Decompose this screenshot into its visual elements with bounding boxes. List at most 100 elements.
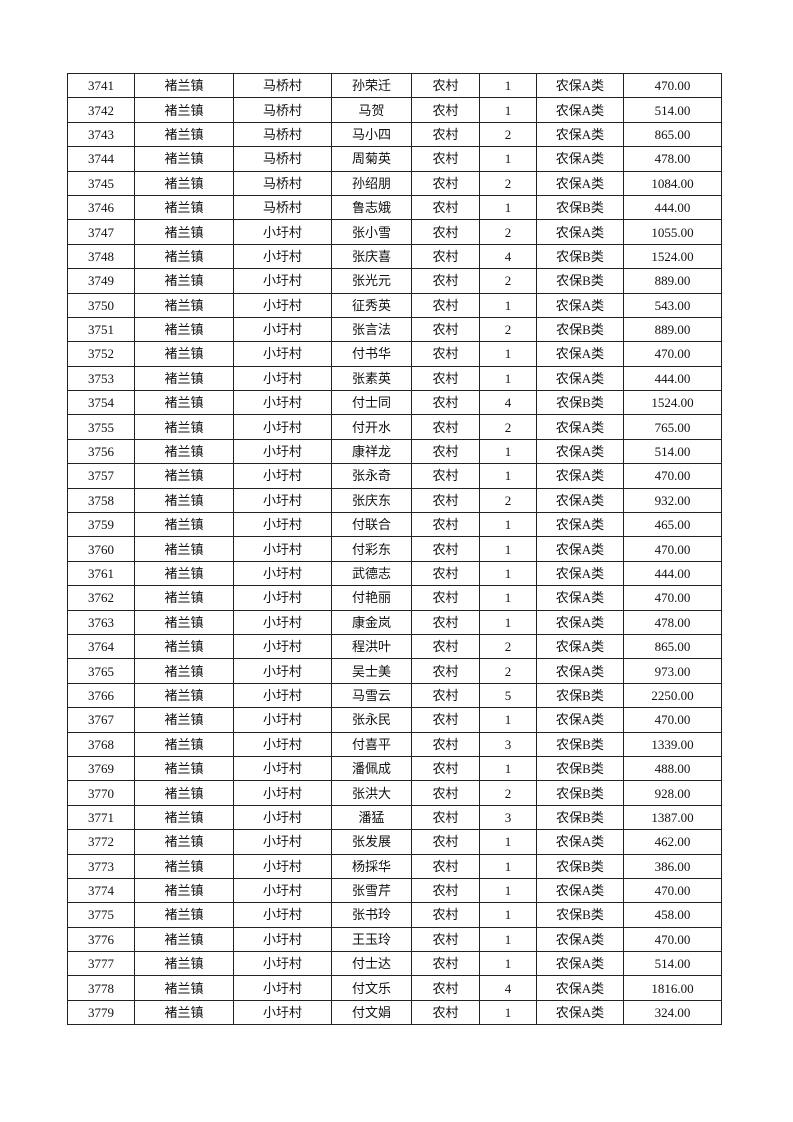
cell-village: 马桥村 (233, 170, 332, 196)
cell-household-type: 农村 (411, 487, 480, 514)
cell-insurance-category: 农保B类 (536, 853, 624, 879)
cell-insurance-category: 农保B类 (536, 731, 624, 757)
cell-family-size: 2 (479, 219, 537, 245)
table-row: 3771 褚兰镇 小圩村 潘猛 农村 3 农保B类 1387.00 (67, 804, 722, 831)
cell-amount: 765.00 (623, 414, 722, 440)
cell-name: 康祥龙 (331, 438, 412, 465)
cell-serial-number: 3766 (67, 682, 135, 709)
cell-household-type: 农村 (411, 829, 480, 855)
cell-amount: 444.00 (623, 194, 722, 221)
cell-household-type: 农村 (411, 341, 480, 367)
cell-name: 孙荣迁 (331, 72, 412, 99)
cell-serial-number: 3779 (67, 999, 135, 1026)
cell-serial-number: 3756 (67, 438, 135, 465)
cell-town: 褚兰镇 (134, 853, 234, 879)
cell-insurance-category: 农保A类 (536, 926, 624, 953)
cell-town: 褚兰镇 (134, 829, 234, 855)
cell-insurance-category: 农保A类 (536, 365, 624, 392)
cell-village: 小圩村 (233, 902, 332, 928)
table-row: 3762 褚兰镇 小圩村 付艳丽 农村 1 农保A类 470.00 (67, 585, 722, 611)
cell-family-size: 1 (479, 926, 537, 953)
cell-amount: 324.00 (623, 999, 722, 1026)
cell-family-size: 3 (479, 731, 537, 757)
cell-family-size: 1 (479, 72, 537, 99)
cell-household-type: 农村 (411, 390, 480, 416)
cell-household-type: 农村 (411, 194, 480, 221)
cell-town: 褚兰镇 (134, 755, 234, 782)
cell-serial-number: 3758 (67, 487, 135, 514)
table-row: 3770 褚兰镇 小圩村 张洪大 农村 2 农保B类 928.00 (67, 780, 722, 806)
cell-amount: 444.00 (623, 365, 722, 392)
cell-family-size: 1 (479, 365, 537, 392)
cell-amount: 470.00 (623, 707, 722, 733)
cell-village: 小圩村 (233, 414, 332, 440)
cell-serial-number: 3750 (67, 292, 135, 318)
cell-serial-number: 3742 (67, 97, 135, 123)
cell-household-type: 农村 (411, 609, 480, 635)
table-row: 3748 褚兰镇 小圩村 张庆喜 农村 4 农保B类 1524.00 (67, 243, 722, 270)
cell-serial-number: 3767 (67, 707, 135, 733)
cell-town: 褚兰镇 (134, 170, 234, 196)
table-row: 3758 褚兰镇 小圩村 张庆东 农村 2 农保A类 932.00 (67, 487, 722, 514)
cell-insurance-category: 农保A类 (536, 414, 624, 440)
cell-village: 小圩村 (233, 975, 332, 1001)
cell-name: 付文乐 (331, 975, 412, 1001)
cell-serial-number: 3741 (67, 72, 135, 99)
cell-name: 付艳丽 (331, 585, 412, 611)
cell-amount: 973.00 (623, 658, 722, 684)
table-row: 3767 褚兰镇 小圩村 张永民 农村 1 农保A类 470.00 (67, 707, 722, 733)
cell-town: 褚兰镇 (134, 682, 234, 709)
table-row: 3751 褚兰镇 小圩村 张言法 农村 2 农保B类 889.00 (67, 316, 722, 343)
cell-amount: 478.00 (623, 146, 722, 172)
cell-town: 褚兰镇 (134, 438, 234, 465)
cell-town: 褚兰镇 (134, 780, 234, 806)
cell-family-size: 1 (479, 609, 537, 635)
table-row: 3752 褚兰镇 小圩村 付书华 农村 1 农保A类 470.00 (67, 341, 722, 367)
cell-serial-number: 3773 (67, 853, 135, 879)
cell-serial-number: 3762 (67, 585, 135, 611)
cell-name: 张书玲 (331, 902, 412, 928)
cell-village: 小圩村 (233, 853, 332, 879)
cell-amount: 928.00 (623, 780, 722, 806)
cell-serial-number: 3745 (67, 170, 135, 196)
cell-household-type: 农村 (411, 804, 480, 831)
cell-family-size: 1 (479, 292, 537, 318)
cell-village: 小圩村 (233, 316, 332, 343)
cell-family-size: 2 (479, 268, 537, 294)
cell-family-size: 2 (479, 487, 537, 514)
cell-household-type: 农村 (411, 463, 480, 489)
cell-insurance-category: 农保B类 (536, 268, 624, 294)
cell-serial-number: 3747 (67, 219, 135, 245)
cell-town: 褚兰镇 (134, 975, 234, 1001)
cell-town: 褚兰镇 (134, 390, 234, 416)
cell-family-size: 1 (479, 755, 537, 782)
cell-serial-number: 3752 (67, 341, 135, 367)
cell-insurance-category: 农保A类 (536, 999, 624, 1026)
table-row: 3746 褚兰镇 马桥村 鲁志娥 农村 1 农保B类 444.00 (67, 194, 722, 221)
cell-insurance-category: 农保B类 (536, 390, 624, 416)
cell-insurance-category: 农保A类 (536, 585, 624, 611)
cell-insurance-category: 农保A类 (536, 707, 624, 733)
cell-town: 褚兰镇 (134, 194, 234, 221)
cell-amount: 865.00 (623, 633, 722, 660)
table-row: 3760 褚兰镇 小圩村 付彩东 农村 1 农保A类 470.00 (67, 536, 722, 562)
table-row: 3754 褚兰镇 小圩村 付士同 农村 4 农保B类 1524.00 (67, 390, 722, 416)
cell-village: 小圩村 (233, 463, 332, 489)
cell-name: 付开水 (331, 414, 412, 440)
cell-village: 小圩村 (233, 390, 332, 416)
cell-amount: 1084.00 (623, 170, 722, 196)
cell-village: 马桥村 (233, 121, 332, 148)
cell-insurance-category: 农保A类 (536, 292, 624, 318)
cell-serial-number: 3754 (67, 390, 135, 416)
cell-amount: 2250.00 (623, 682, 722, 709)
cell-amount: 470.00 (623, 463, 722, 489)
cell-town: 褚兰镇 (134, 926, 234, 953)
cell-name: 张永奇 (331, 463, 412, 489)
cell-town: 褚兰镇 (134, 804, 234, 831)
cell-village: 小圩村 (233, 926, 332, 953)
table-row: 3766 褚兰镇 小圩村 马雪云 农村 5 农保B类 2250.00 (67, 682, 722, 709)
cell-amount: 1339.00 (623, 731, 722, 757)
cell-serial-number: 3764 (67, 633, 135, 660)
cell-name: 付文娟 (331, 999, 412, 1026)
cell-family-size: 2 (479, 316, 537, 343)
